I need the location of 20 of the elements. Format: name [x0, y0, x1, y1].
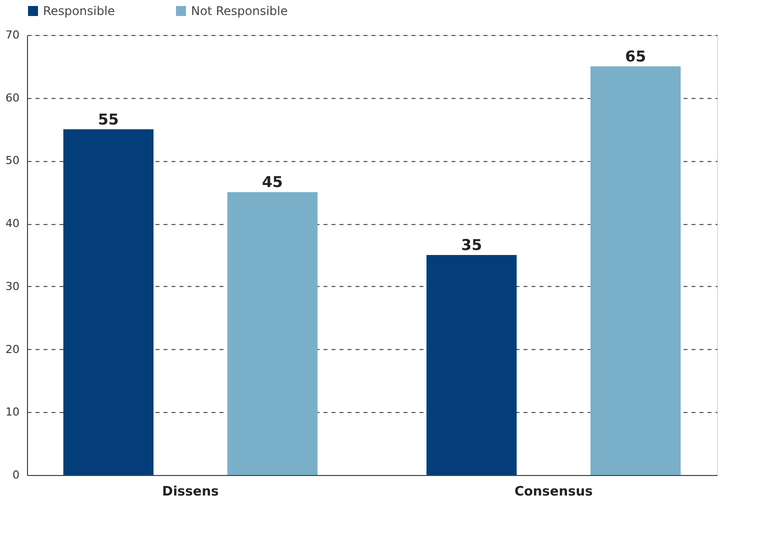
data-label: 45 — [262, 173, 283, 192]
y-tick-label: 50 — [6, 154, 20, 168]
y-tick-label: 40 — [6, 217, 20, 230]
y-tick-label: 20 — [6, 342, 20, 356]
data-label: 55 — [98, 110, 119, 128]
legend-label: Responsible — [43, 4, 115, 18]
y-tick-label: 0 — [12, 468, 20, 482]
legend-label: Not Responsible — [191, 4, 288, 18]
x-tick-label: Consensus — [514, 484, 593, 500]
bar — [63, 129, 154, 475]
data-label: 35 — [461, 236, 482, 254]
x-tick-label: Dissens — [162, 484, 219, 500]
bar — [227, 192, 318, 475]
bar — [426, 255, 517, 475]
y-tick-label: 30 — [6, 280, 20, 293]
y-tick-label: 70 — [6, 28, 20, 42]
data-label: 65 — [625, 47, 646, 66]
bar — [590, 66, 681, 475]
y-tick-label: 60 — [6, 91, 20, 104]
y-tick-label: 10 — [6, 406, 20, 419]
